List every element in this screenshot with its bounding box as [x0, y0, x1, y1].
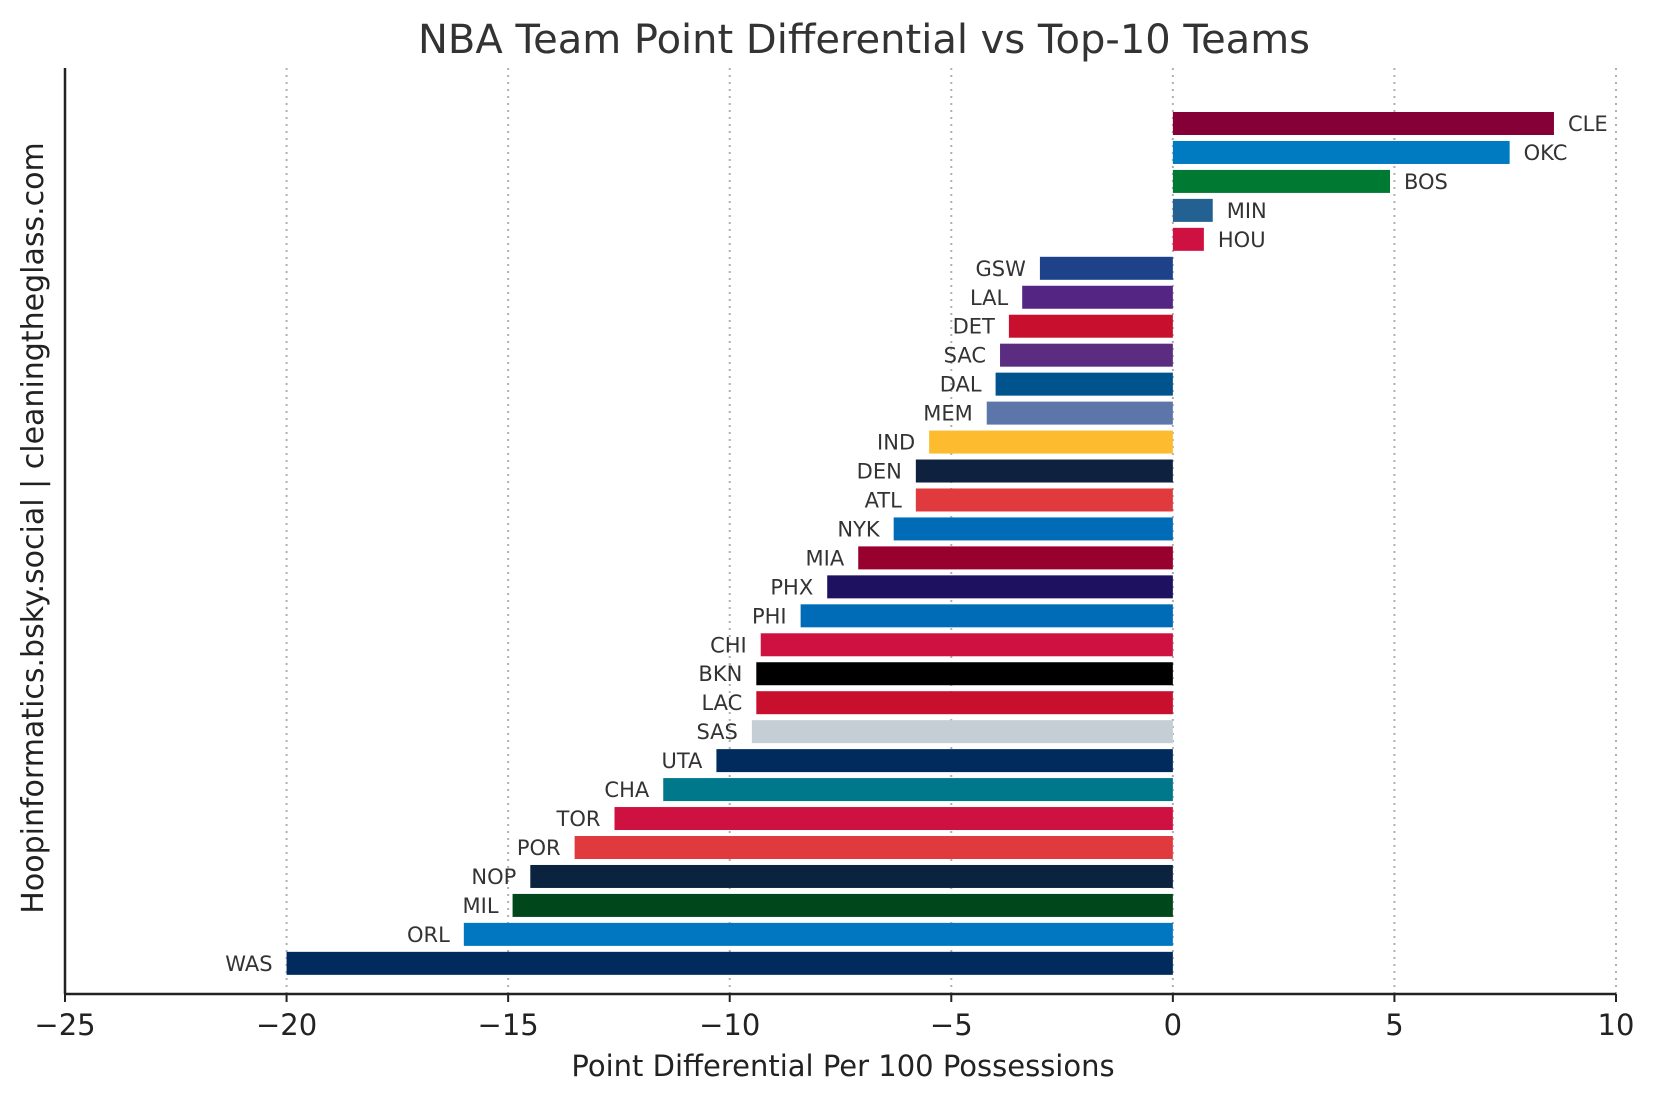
- x-axis-ticks: −25 −20 −15 −10 −5 0 5 10: [34, 994, 1634, 1042]
- bar-label-hou: HOU: [1218, 228, 1266, 252]
- bar-was: [286, 951, 1173, 975]
- bar-label-gsw: GSW: [976, 257, 1027, 281]
- x-tick-label: 5: [1385, 1008, 1403, 1042]
- bar-phi: [800, 604, 1173, 628]
- bar-min: [1172, 198, 1213, 222]
- bar-mem: [986, 401, 1173, 425]
- bar-nop: [530, 864, 1173, 888]
- bar-chi: [760, 633, 1173, 657]
- bar-label-mem: MEM: [923, 402, 973, 426]
- bar-dal: [995, 372, 1173, 396]
- x-tick-label: −20: [256, 1008, 317, 1042]
- bar-label-nyk: NYK: [837, 517, 881, 541]
- bar-ind: [929, 430, 1173, 454]
- bar-okc: [1172, 140, 1510, 164]
- bar-label-mia: MIA: [806, 546, 845, 570]
- y-axis-label: Hoopinformatics.bsky.social | cleaningth…: [16, 142, 51, 913]
- bar-label-bos: BOS: [1404, 170, 1448, 194]
- x-tick-label: −10: [699, 1008, 760, 1042]
- bar-label-det: DET: [953, 315, 995, 339]
- x-tick-label: 0: [1164, 1008, 1182, 1042]
- bar-orl: [463, 922, 1173, 946]
- bar-label-chi: CHI: [710, 633, 747, 657]
- bar-den: [915, 459, 1173, 483]
- bar-label-cha: CHA: [604, 778, 649, 802]
- bar-bos: [1172, 169, 1390, 193]
- bar-label-mil: MIL: [463, 894, 499, 918]
- bar-sac: [1000, 343, 1173, 367]
- bar-gsw: [1039, 256, 1173, 280]
- bar-label-tor: TOR: [556, 807, 601, 831]
- bar-label-lac: LAC: [701, 691, 742, 715]
- bar-lac: [756, 691, 1173, 715]
- bar-tor: [614, 807, 1173, 831]
- bar-cha: [663, 778, 1173, 802]
- bar-nyk: [893, 517, 1173, 541]
- bar-label-cle: CLE: [1568, 112, 1608, 136]
- bar-bkn: [756, 662, 1173, 686]
- bar-uta: [716, 749, 1173, 773]
- x-tick-label: −15: [478, 1008, 539, 1042]
- x-axis-label: Point Differential Per 100 Possessions: [571, 1049, 1114, 1083]
- bar-label-was: WAS: [225, 952, 272, 976]
- bar-label-ind: IND: [877, 431, 915, 455]
- bar-label-sas: SAS: [696, 720, 737, 744]
- x-tick-label: −5: [930, 1008, 973, 1042]
- bar-label-okc: OKC: [1524, 141, 1568, 165]
- bar-atl: [915, 488, 1173, 512]
- bar-cle: [1172, 112, 1554, 135]
- bar-label-phx: PHX: [770, 575, 813, 599]
- bar-label-orl: ORL: [407, 923, 450, 947]
- bar-label-phi: PHI: [752, 604, 787, 628]
- bar-hou: [1172, 227, 1204, 251]
- bar-sas: [751, 720, 1173, 744]
- bar-label-nop: NOP: [471, 865, 516, 889]
- bar-por: [574, 836, 1173, 859]
- bar-label-min: MIN: [1227, 199, 1267, 223]
- bar-label-dal: DAL: [940, 373, 982, 397]
- bar-label-lal: LAL: [970, 286, 1009, 310]
- bar-label-bkn: BKN: [698, 662, 742, 686]
- chart-title: NBA Team Point Differential vs Top-10 Te…: [418, 17, 1310, 63]
- bar-label-sac: SAC: [944, 344, 986, 368]
- bar-lal: [1022, 285, 1173, 309]
- bar-phx: [827, 575, 1173, 599]
- bar-det: [1008, 314, 1173, 338]
- bar-mil: [512, 893, 1173, 917]
- bars: [286, 112, 1554, 975]
- x-tick-label: 10: [1598, 1008, 1635, 1042]
- bar-mia: [858, 546, 1173, 570]
- bar-label-uta: UTA: [661, 749, 703, 773]
- x-tick-label: −25: [34, 1008, 95, 1042]
- bar-label-den: DEN: [857, 460, 902, 484]
- bar-label-atl: ATL: [865, 488, 903, 512]
- bar-label-por: POR: [517, 836, 561, 860]
